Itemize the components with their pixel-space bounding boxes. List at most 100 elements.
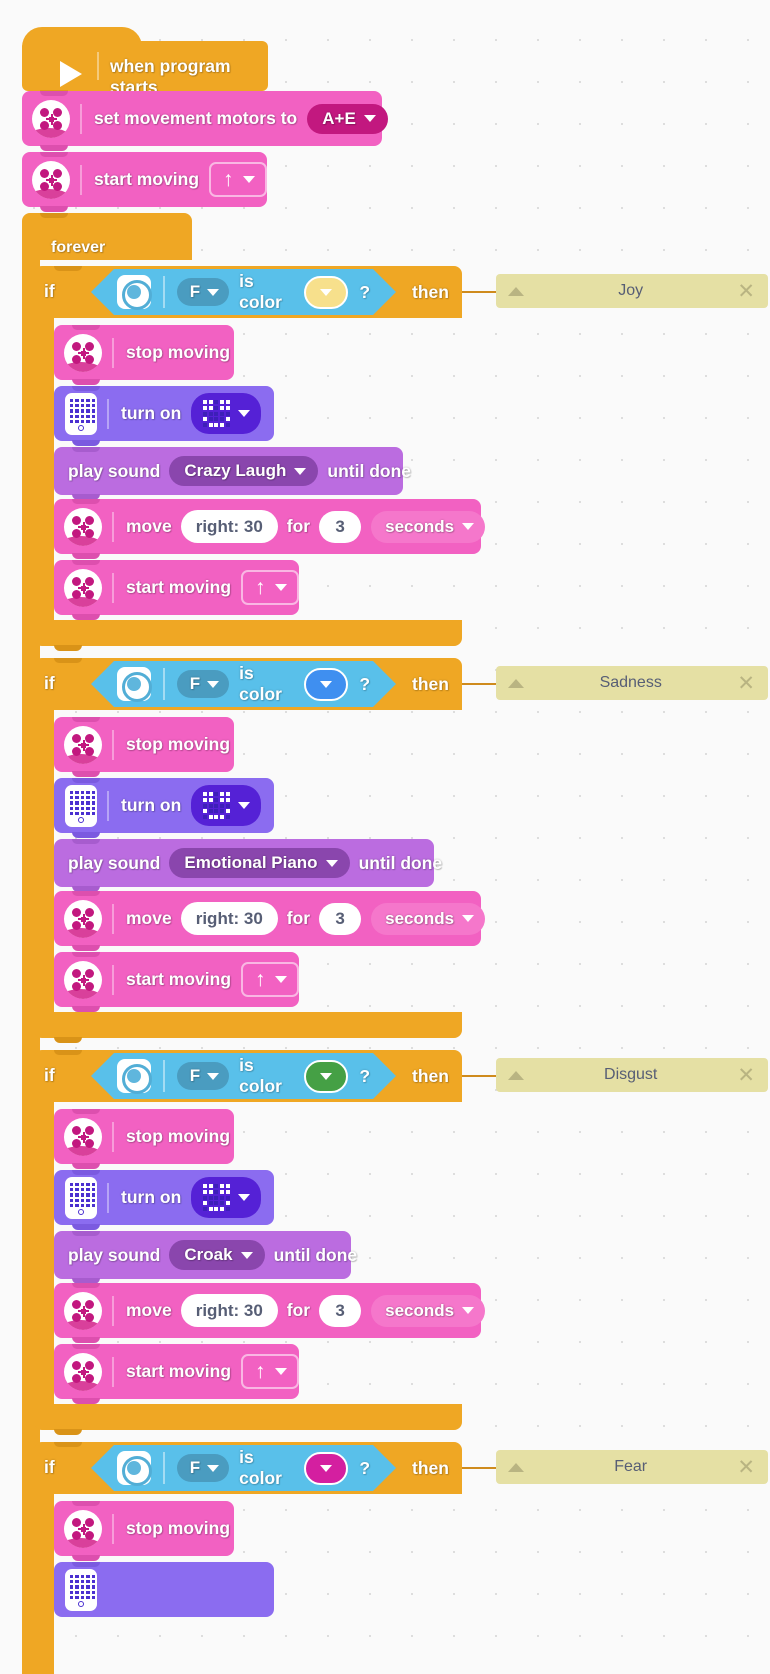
block-divider: [112, 511, 114, 542]
direction-dropdown-3[interactable]: ↑: [241, 1354, 299, 1389]
block-top-notch: [72, 717, 100, 722]
matrix-pattern-dropdown-1[interactable]: [191, 393, 261, 434]
direction-dropdown[interactable]: ↑: [209, 162, 267, 197]
condition-is-color-1[interactable]: F is color ?: [91, 269, 396, 315]
turn-on-label-3: turn on: [121, 1187, 182, 1207]
stop-moving-label-2: stop moving: [126, 734, 231, 754]
block-play-sound-1[interactable]: play sound Crazy Laugh until done: [54, 447, 411, 500]
light-matrix-icon: [65, 1176, 97, 1219]
block-top-notch: [72, 1231, 100, 1236]
block-stop-moving-1[interactable]: stop moving: [54, 325, 234, 385]
motor-pair-dropdown[interactable]: A+E: [307, 103, 388, 134]
block-move-2[interactable]: move right: 30 for 3 seconds: [54, 891, 486, 951]
motor-icon: [64, 1352, 102, 1391]
chevron-down-icon: [237, 1194, 250, 1201]
move-direction-input-2[interactable]: right: 30: [180, 902, 278, 935]
turn-on-label: turn on: [121, 403, 182, 423]
block-top-notch: [72, 1109, 100, 1114]
if-block-3-left-arm: [34, 1100, 54, 1422]
matrix-pattern-dropdown-3[interactable]: [191, 1177, 261, 1218]
port-dropdown-4[interactable]: F: [177, 1454, 229, 1482]
condition-is-color-3[interactable]: F is color ?: [91, 1053, 396, 1099]
block-turn-on-1[interactable]: turn on: [54, 386, 274, 446]
play-sound-prefix-2: play sound: [68, 852, 161, 873]
then-label-3: then: [412, 1066, 449, 1086]
comment-disgust[interactable]: Disgust ✕: [496, 1058, 768, 1092]
motor-icon: [64, 1117, 102, 1156]
chevron-down-icon: [240, 1251, 253, 1259]
close-icon[interactable]: ✕: [737, 1063, 755, 1087]
direction-dropdown-2[interactable]: ↑: [241, 962, 299, 997]
condition-is-color-2[interactable]: F is color ?: [91, 661, 396, 707]
color-swatch-4[interactable]: [304, 1452, 348, 1485]
close-icon[interactable]: ✕: [737, 1455, 755, 1479]
color-sensor-icon: [117, 275, 151, 309]
close-icon[interactable]: ✕: [737, 279, 755, 303]
move-amount-input-2[interactable]: 3: [319, 902, 362, 935]
block-start-moving-3[interactable]: start moving ↑: [54, 1344, 299, 1404]
comment-connector-3: [462, 1075, 496, 1077]
block-bottom-notch: [72, 1398, 100, 1404]
move-unit-dropdown-2[interactable]: seconds: [371, 902, 486, 935]
port-dropdown-3[interactable]: F: [177, 1062, 229, 1090]
block-start-moving-1[interactable]: start moving ↑: [54, 560, 299, 620]
block-turn-on-4[interactable]: [54, 1562, 274, 1617]
collapse-arrow-icon[interactable]: [508, 1462, 524, 1472]
move-unit-dropdown-1[interactable]: seconds: [371, 510, 486, 543]
comment-sadness[interactable]: Sadness ✕: [496, 666, 768, 700]
move-unit-dropdown-3[interactable]: seconds: [371, 1294, 486, 1327]
sound-dropdown-2[interactable]: Emotional Piano: [169, 848, 350, 878]
block-stop-moving-3[interactable]: stop moving: [54, 1109, 234, 1169]
block-start-moving-top[interactable]: start moving ↑: [22, 152, 267, 212]
port-dropdown-2[interactable]: F: [177, 670, 229, 698]
color-swatch-3[interactable]: [304, 1060, 348, 1093]
collapse-arrow-icon[interactable]: [508, 1070, 524, 1080]
block-divider: [80, 103, 82, 134]
move-direction-input-1[interactable]: right: 30: [180, 510, 278, 543]
color-swatch-1[interactable]: [304, 276, 348, 309]
block-turn-on-3[interactable]: turn on: [54, 1170, 274, 1230]
block-bottom-notch: [72, 379, 100, 385]
sound-dropdown-3[interactable]: Croak: [169, 1240, 265, 1270]
block-stop-moving-2[interactable]: stop moving: [54, 717, 234, 777]
move-amount-input-1[interactable]: 3: [319, 510, 362, 543]
motor-icon: [64, 333, 102, 372]
block-bottom-notch: [72, 614, 100, 620]
collapse-arrow-icon[interactable]: [508, 678, 524, 688]
comment-fear[interactable]: Fear ✕: [496, 1450, 768, 1484]
port-value: F: [189, 282, 201, 301]
collapse-arrow-icon[interactable]: [508, 286, 524, 296]
hat-block-when-program-starts[interactable]: when program starts: [22, 27, 268, 97]
color-swatch-2[interactable]: [304, 668, 348, 701]
motor-icon: [64, 507, 102, 546]
direction-dropdown-1[interactable]: ↑: [241, 570, 299, 605]
comment-title: Disgust: [604, 1066, 658, 1083]
light-matrix-icon: [65, 1568, 97, 1611]
block-stop-moving-4[interactable]: stop moving: [54, 1501, 234, 1561]
block-move-1[interactable]: move right: 30 for 3 seconds: [54, 499, 486, 559]
matrix-pattern-dropdown-2[interactable]: [191, 785, 261, 826]
move-direction-input-3[interactable]: right: 30: [180, 1294, 278, 1327]
close-icon[interactable]: ✕: [737, 671, 755, 695]
comment-joy[interactable]: Joy ✕: [496, 274, 768, 308]
stop-moving-label-3: stop moving: [126, 1126, 231, 1146]
start-moving-label-2: start moving: [126, 969, 232, 989]
block-play-sound-2[interactable]: play sound Emotional Piano until done: [54, 839, 442, 892]
block-top-notch: [72, 560, 100, 565]
block-turn-on-2[interactable]: turn on: [54, 778, 274, 838]
block-forever-header[interactable]: forever: [22, 213, 192, 260]
port-dropdown-1[interactable]: F: [177, 278, 229, 306]
move-label-2: move: [126, 908, 172, 928]
block-move-3[interactable]: move right: 30 for 3 seconds: [54, 1283, 486, 1343]
sound-dropdown-1[interactable]: Crazy Laugh: [169, 456, 319, 486]
block-divider: [107, 790, 109, 821]
cond-divider: [163, 1452, 165, 1484]
stop-moving-label: stop moving: [126, 342, 231, 362]
block-top-notch: [72, 891, 100, 896]
move-amount-input-3[interactable]: 3: [319, 1294, 362, 1327]
block-set-movement-motors[interactable]: set movement motors to A+E: [22, 91, 388, 151]
sound-value-1: Crazy Laugh: [184, 461, 287, 480]
block-play-sound-3[interactable]: play sound Croak until done: [54, 1231, 357, 1284]
condition-is-color-4[interactable]: F is color ?: [91, 1445, 396, 1491]
block-start-moving-2[interactable]: start moving ↑: [54, 952, 299, 1012]
